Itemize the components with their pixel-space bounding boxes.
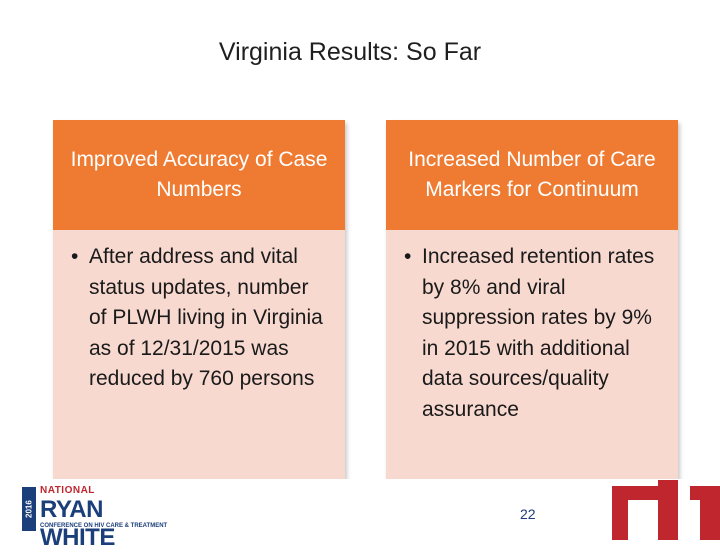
- bullet-item: • Increased retention rates by 8% and vi…: [404, 242, 662, 425]
- page-number: 22: [520, 506, 536, 522]
- card-improved-accuracy: Improved Accuracy of Case Numbers • Afte…: [53, 120, 345, 479]
- card-body: • After address and vital status updates…: [53, 230, 345, 395]
- decorative-block: [628, 486, 658, 500]
- footer: [0, 479, 720, 540]
- card-heading: Improved Accuracy of Case Numbers: [53, 120, 345, 230]
- ryan-white-logo: 2016 NATIONAL RYAN WHITE CONFERENCE ON H…: [22, 485, 172, 551]
- bullet-icon: •: [71, 245, 79, 268]
- logo-national: NATIONAL: [40, 485, 95, 496]
- decorative-block: [700, 500, 720, 540]
- decorative-block: [612, 486, 628, 540]
- card-body: • Increased retention rates by 8% and vi…: [386, 230, 678, 425]
- bullet-text: Increased retention rates by 8% and vira…: [422, 245, 655, 421]
- card-heading: Increased Number of Care Markers for Con…: [386, 120, 678, 230]
- logo-tagline: CONFERENCE ON HIV CARE & TREATMENT: [40, 523, 168, 529]
- logo-year: 2016: [22, 487, 36, 531]
- slide-title: Virginia Results: So Far: [218, 38, 482, 66]
- bullet-text: After address and vital status updates, …: [89, 245, 323, 390]
- decorative-block: [658, 480, 678, 540]
- bullet-item: • After address and vital status updates…: [71, 242, 329, 395]
- decorative-block: [690, 486, 720, 500]
- bullet-icon: •: [404, 245, 412, 268]
- card-increased-care-markers: Increased Number of Care Markers for Con…: [386, 120, 678, 479]
